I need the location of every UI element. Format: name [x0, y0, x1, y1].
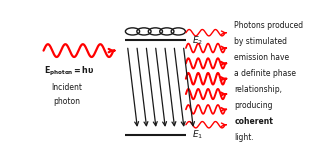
Text: by stimulated: by stimulated — [234, 37, 287, 46]
Text: Photons produced: Photons produced — [234, 21, 303, 30]
Text: $\mathbf{E_{photon} = h\upsilon}$: $\mathbf{E_{photon} = h\upsilon}$ — [44, 65, 94, 78]
Text: photon: photon — [53, 97, 80, 106]
Text: $E_1$: $E_1$ — [192, 129, 203, 141]
Text: Incident: Incident — [51, 83, 82, 92]
Text: emission have: emission have — [234, 53, 289, 62]
Text: relationship,: relationship, — [234, 85, 282, 94]
Text: $E_2$: $E_2$ — [192, 34, 203, 47]
Text: producing: producing — [234, 101, 273, 110]
Text: coherent: coherent — [234, 117, 273, 126]
Text: light.: light. — [234, 133, 254, 142]
Text: a definite phase: a definite phase — [234, 69, 296, 78]
